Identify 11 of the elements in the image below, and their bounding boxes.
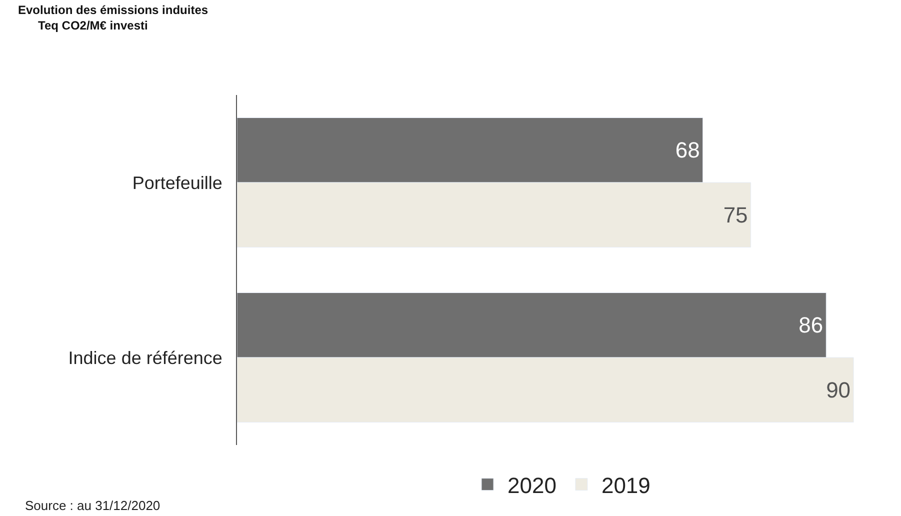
data-label: 90 [826, 377, 851, 402]
data-label: 86 [798, 312, 824, 338]
data-label: 68 [675, 138, 700, 163]
y-tick-label: Portefeuille [132, 172, 232, 193]
text: Teq CO2/M€ investi [38, 18, 148, 33]
source-note: Source : au 31/12/2020 [25, 498, 160, 513]
legend-label: 2020 [508, 472, 556, 498]
text: Evolution des émissions induites [18, 3, 208, 17]
data-label: 75 [723, 202, 748, 228]
y-tick-label: Indice de référence [68, 348, 232, 368]
legend-label: 2019 [601, 472, 650, 498]
